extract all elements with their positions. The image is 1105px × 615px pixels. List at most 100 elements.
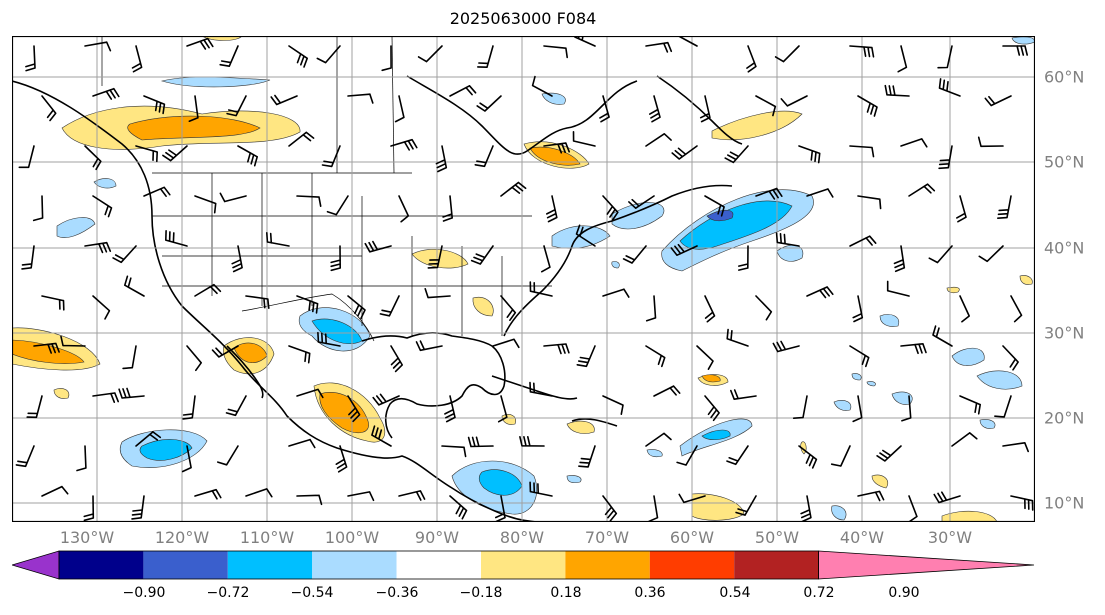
wind-barb	[296, 195, 322, 207]
cbar-tick-4: −0.18	[459, 585, 503, 601]
lon-label-30w: 30°W	[927, 528, 973, 547]
wind-barb	[474, 145, 494, 168]
cbar-tick-8: 0.72	[803, 585, 835, 601]
lon-label-100w: 100°W	[324, 528, 380, 547]
wind-barb	[335, 445, 348, 473]
wind-barb	[933, 491, 961, 504]
wind-barb	[726, 445, 749, 466]
wind-barb	[92, 195, 113, 218]
wind-barb	[112, 245, 137, 264]
lat-label-60n: 60°N	[1044, 67, 1085, 87]
wind-barb	[677, 36, 698, 47]
wind-barb	[326, 195, 349, 216]
wind-barb	[1010, 495, 1034, 511]
wind-barb	[928, 245, 953, 264]
wind-barb	[194, 195, 217, 214]
wind-barb	[41, 95, 57, 122]
wind-barb	[574, 36, 596, 47]
wind-barb	[678, 493, 706, 504]
wind-barb	[25, 45, 36, 72]
wind-barb	[849, 345, 870, 368]
wind-barb	[122, 345, 137, 370]
cbar-tick-7: 0.54	[719, 585, 751, 601]
wind-barb	[978, 245, 1004, 263]
wind-barb	[1010, 295, 1023, 323]
map-frame	[12, 36, 1035, 522]
wind-barb	[347, 491, 375, 502]
colorbar-cell	[649, 551, 735, 579]
wind-barb	[806, 188, 834, 198]
wind-barb	[724, 145, 749, 164]
cbar-tick-5: 0.18	[550, 585, 582, 601]
wind-barb	[575, 224, 596, 247]
wind-barb	[984, 95, 1012, 107]
wind-barb	[317, 331, 341, 347]
wind-barb	[997, 195, 1012, 219]
wind-barb	[219, 192, 247, 203]
cbar-tick-2: −0.54	[290, 585, 334, 601]
wind-barb	[266, 232, 290, 247]
wind-barb	[977, 136, 1004, 148]
cbar-tick-1: −0.72	[206, 585, 250, 601]
wind-barb	[188, 95, 199, 122]
wind-barb	[775, 232, 800, 247]
cbar-tick-6: 0.36	[634, 585, 666, 601]
wind-barb	[543, 142, 570, 154]
wind-barb	[645, 345, 666, 368]
wind-barb	[449, 85, 477, 97]
wind-barb	[417, 45, 443, 63]
wind-barb	[467, 436, 494, 448]
wind-barb	[186, 37, 214, 50]
wind-barb	[92, 87, 120, 100]
wind-barb	[398, 490, 426, 501]
wind-barb	[735, 495, 757, 516]
colorbar-cell	[396, 551, 481, 579]
wind-barb	[347, 395, 361, 423]
wind-barb	[792, 395, 808, 419]
wind-barb	[780, 95, 808, 107]
wind-barb	[849, 145, 875, 158]
wind-barb	[529, 381, 553, 397]
wind-barb	[296, 295, 319, 314]
wind-barb	[699, 95, 711, 123]
wind-barb	[602, 195, 619, 221]
wind-barb	[441, 445, 467, 458]
wind-barb	[316, 45, 341, 64]
lon-label-90w: 90°W	[414, 528, 460, 547]
wind-barb	[959, 295, 970, 323]
wind-barb	[772, 340, 800, 353]
wind-barb	[897, 45, 908, 73]
colorbar-cell	[59, 551, 144, 579]
lat-label-20n: 20°N	[1044, 408, 1085, 428]
wind-barb	[578, 445, 596, 468]
wind-barb	[194, 488, 222, 500]
wind-barb	[676, 445, 698, 466]
contour-fill	[12, 36, 1035, 522]
wind-barb	[830, 445, 851, 467]
wind-barb	[449, 495, 468, 520]
wind-barb	[245, 488, 273, 498]
wind-barb	[704, 195, 725, 217]
wind-barb	[541, 245, 551, 273]
wind-barb	[755, 295, 773, 321]
wind-barb	[900, 138, 928, 148]
wind-barb	[648, 495, 659, 522]
lon-label-110w: 110°W	[239, 528, 295, 547]
wind-barb	[653, 385, 681, 397]
wind-barb	[857, 195, 882, 210]
wind-barb	[798, 445, 818, 469]
wind-barb	[15, 445, 35, 468]
wind-barb	[857, 490, 885, 502]
wind-barb	[225, 395, 247, 417]
wind-barb	[670, 243, 698, 256]
wind-barb	[381, 45, 392, 72]
wind-barb	[32, 195, 44, 222]
wind-barb	[994, 395, 1012, 418]
wind-barb	[908, 183, 936, 197]
wind-barb	[774, 45, 800, 63]
wind-barb	[798, 145, 821, 164]
wind-barb	[529, 481, 553, 497]
wind-barb	[18, 145, 35, 169]
wind-barb	[937, 45, 953, 69]
cbar-tick-0: −0.90	[122, 585, 166, 601]
